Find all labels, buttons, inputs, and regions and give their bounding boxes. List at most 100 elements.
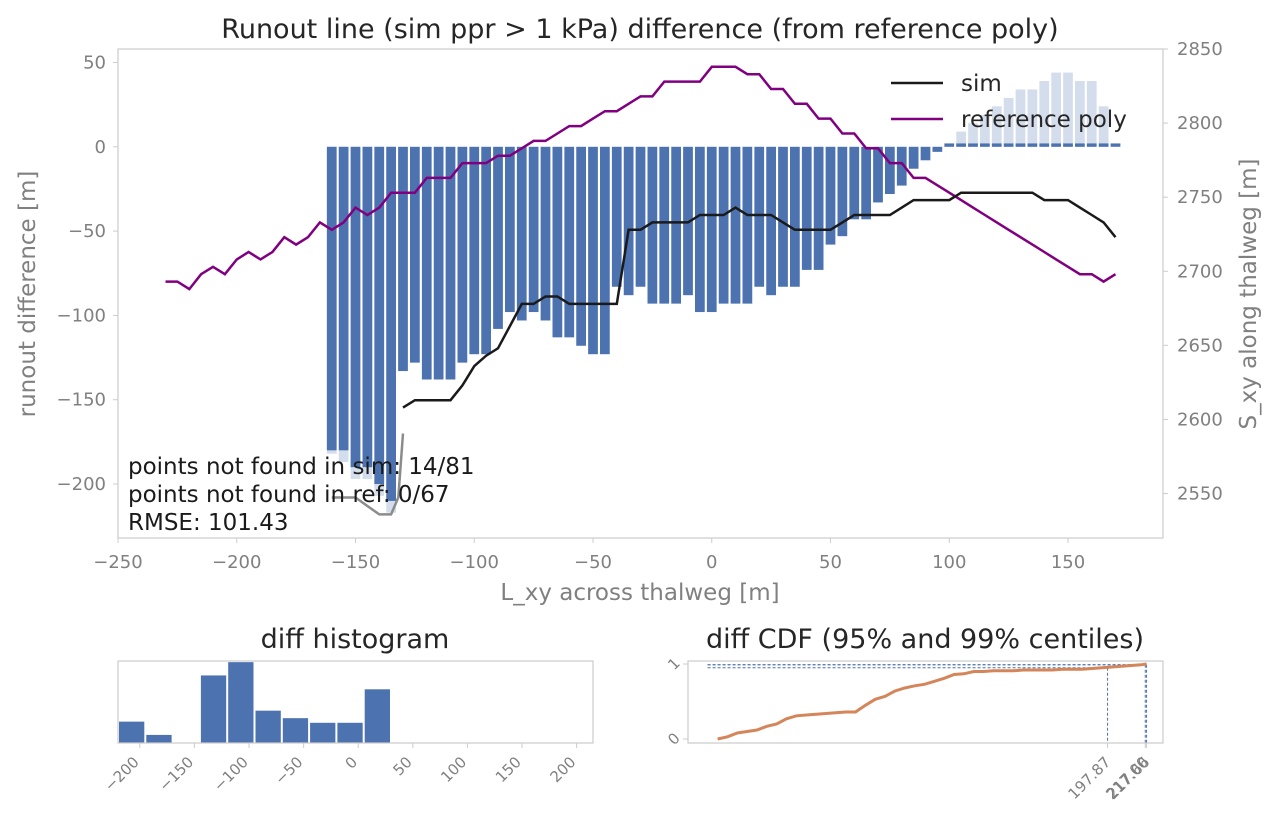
- main-y2-tick-label: 2650: [1177, 335, 1223, 356]
- diff-bar: [695, 146, 705, 313]
- diff-bar: [1075, 143, 1085, 147]
- diff-bar: [718, 146, 729, 304]
- diff-bar: [671, 146, 681, 304]
- cdf-y-tick-label: 0: [664, 729, 683, 748]
- histogram-bar: [337, 722, 363, 743]
- diff-bar: [481, 146, 491, 355]
- diff-bar: [1039, 143, 1050, 147]
- cdf-line: [717, 662, 1147, 741]
- main-y-tick-label: −50: [68, 221, 106, 242]
- light-bar: [1086, 81, 1097, 147]
- diff-bar: [980, 143, 990, 147]
- main-y-tick-label: −100: [57, 305, 106, 326]
- diff-bar: [338, 146, 349, 451]
- legend-label-sim: sim: [961, 71, 1002, 97]
- main-y-axis-label: runout difference [m]: [15, 171, 41, 418]
- histogram-bar: [119, 721, 145, 743]
- annotation-not-found-sim: points not found in sim: 14/81: [128, 454, 475, 480]
- main-light-bar-series: [326, 72, 1109, 513]
- diff-bar: [813, 146, 824, 270]
- diff-bar: [493, 146, 503, 329]
- diff-bar: [849, 146, 860, 220]
- cdf-title: diff CDF (95% and 99% centiles): [706, 624, 1144, 655]
- diff-bar: [896, 146, 907, 186]
- diff-bar: [505, 146, 515, 313]
- diff-bar: [540, 146, 551, 321]
- cdf-x-tick-label: 217.00: [1102, 753, 1152, 803]
- light-bar: [1098, 106, 1109, 147]
- histogram-bar: [364, 689, 390, 743]
- main-x-tick-label: −100: [450, 552, 499, 573]
- diff-bar: [457, 146, 468, 363]
- light-bar: [980, 114, 990, 147]
- diff-bar: [1063, 143, 1073, 147]
- light-bar: [1003, 97, 1014, 147]
- histogram-x-tick-label: −150: [155, 753, 197, 795]
- histogram-bar-series: [119, 662, 390, 743]
- main-line-series: [165, 65, 1117, 516]
- main-y2-tick-label: 2600: [1177, 409, 1223, 430]
- histogram-bar: [146, 734, 172, 743]
- diff-bar: [445, 146, 456, 380]
- diff-bar: [968, 143, 978, 147]
- histogram-x-tick-label: 100: [437, 753, 470, 786]
- diff-bar: [766, 146, 776, 296]
- histogram-x-tick-label: 50: [389, 753, 415, 779]
- diff-bar: [623, 146, 634, 296]
- histogram-x-tick-label: 0: [342, 753, 361, 772]
- main-y-tick-label: −200: [57, 474, 106, 495]
- diff-bar: [706, 146, 717, 313]
- light-bar: [968, 123, 978, 147]
- diff-bar: [386, 146, 396, 501]
- reference-poly-line: [165, 65, 1117, 291]
- diff-bar: [516, 146, 527, 321]
- diff-bar: [588, 146, 598, 355]
- diff-bar: [1003, 143, 1014, 147]
- diff-bar: [1086, 143, 1097, 147]
- diff-bar: [552, 146, 563, 338]
- histogram-bar: [282, 718, 309, 743]
- main-x-tick-label: 0: [706, 552, 717, 573]
- diff-bar: [469, 146, 480, 355]
- sim-ghost-line: [331, 433, 405, 516]
- diff-bar: [825, 146, 836, 245]
- cdf-series: [707, 662, 1148, 743]
- diff-bar: [528, 146, 539, 313]
- histogram-bar: [310, 722, 336, 743]
- diff-bar: [790, 146, 800, 287]
- diff-bar: [1051, 143, 1061, 147]
- diff-bar: [374, 146, 385, 485]
- diff-bar: [600, 146, 610, 355]
- diff-bar: [421, 146, 432, 380]
- diff-bar: [433, 146, 444, 380]
- histogram-x-tick-label: −100: [210, 753, 252, 795]
- diff-bar: [932, 146, 943, 152]
- diff-bar: [326, 146, 337, 451]
- diff-bar: [647, 146, 658, 304]
- diff-bar: [778, 146, 788, 287]
- diff-bar: [611, 146, 622, 287]
- main-x-tick-label: 50: [819, 552, 842, 573]
- histogram-x-tick-label: −200: [101, 753, 143, 795]
- main-plot-frame: [117, 48, 1164, 539]
- diff-bar: [1015, 143, 1026, 147]
- light-bar: [1051, 72, 1061, 147]
- diff-bar: [659, 146, 670, 304]
- diff-bar: [1110, 143, 1121, 147]
- diff-bar: [908, 146, 919, 169]
- diff-bar: [885, 146, 895, 195]
- diff-bar: [730, 146, 741, 304]
- annotation-not-found-ref: points not found in ref: 0/67: [128, 482, 450, 508]
- light-bar: [1015, 89, 1026, 147]
- diff-bar: [1027, 143, 1038, 147]
- histogram-x-tick-label: 200: [546, 753, 579, 786]
- main-x-tick-label: −250: [93, 552, 142, 573]
- diff-bar: [398, 146, 408, 372]
- diff-bar: [920, 146, 931, 161]
- histogram-frame: [117, 660, 594, 744]
- diff-bar: [944, 143, 955, 147]
- main-x-tick-label: 150: [1051, 552, 1085, 573]
- diff-bar: [635, 146, 646, 287]
- histogram-bar: [200, 675, 227, 743]
